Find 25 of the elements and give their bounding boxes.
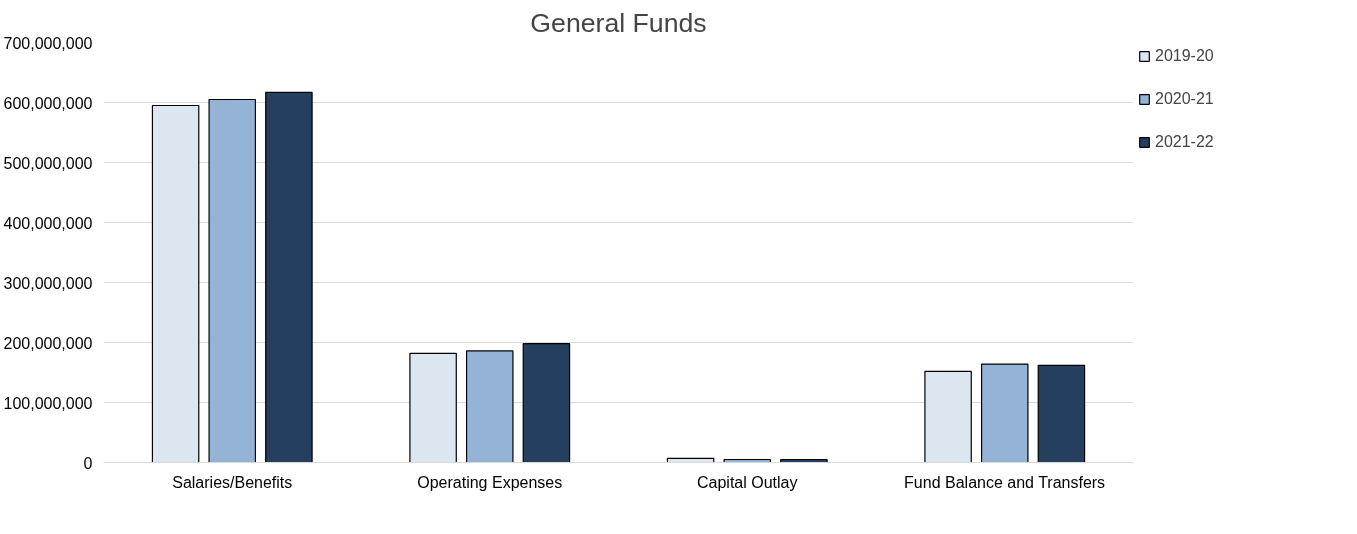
- y-tick-label: 700,000,000: [3, 34, 93, 52]
- y-tick-label: 0: [83, 454, 93, 472]
- legend-label: 2021-22: [1155, 133, 1214, 151]
- bar: [1037, 364, 1086, 463]
- y-tick-label: 500,000,000: [3, 154, 93, 172]
- bar: [465, 350, 514, 463]
- bar: [924, 370, 972, 463]
- y-tick-label: 100,000,000: [3, 394, 93, 412]
- bar: [151, 104, 200, 463]
- x-tick-label: Capital Outlay: [697, 473, 798, 491]
- bar: [208, 98, 257, 463]
- x-tick-label: Operating Expenses: [417, 473, 563, 491]
- bar: [265, 91, 313, 463]
- x-tick-label: Salaries/Benefits: [172, 473, 293, 491]
- legend-label: 2020-21: [1155, 90, 1214, 108]
- x-tick-label: Fund Balance and Transfers: [904, 473, 1106, 491]
- y-tick-label: 600,000,000: [3, 94, 93, 112]
- y-tick-label: 200,000,000: [3, 334, 93, 352]
- y-tick-label: 300,000,000: [3, 274, 93, 292]
- legend-label: 2019-20: [1155, 47, 1214, 65]
- bar: [980, 363, 1029, 463]
- chart-title: General Funds: [530, 7, 707, 38]
- bar: [522, 343, 571, 463]
- y-tick-label: 400,000,000: [3, 214, 93, 232]
- bar: [409, 352, 457, 463]
